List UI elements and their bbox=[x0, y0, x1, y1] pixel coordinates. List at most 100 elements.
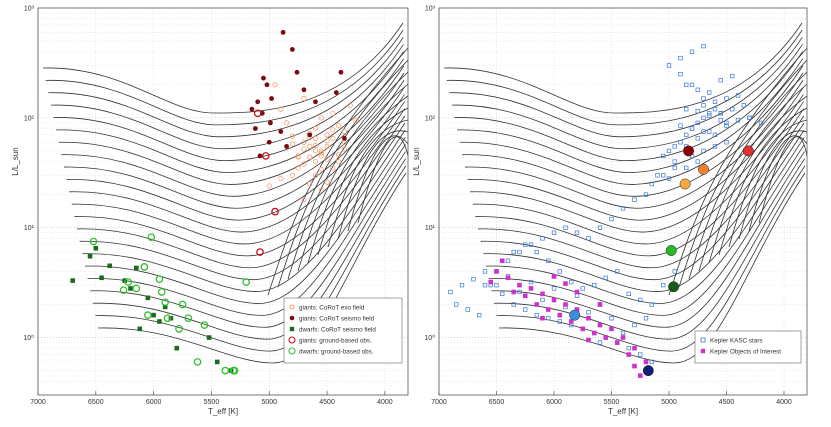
data-point bbox=[661, 173, 666, 178]
legend-label: Kepler KASC stars bbox=[710, 337, 763, 344]
data-point bbox=[124, 278, 133, 286]
y-tick-label: 10² bbox=[425, 115, 436, 122]
data-point bbox=[312, 148, 319, 154]
data-point bbox=[672, 269, 677, 274]
data-point bbox=[454, 302, 459, 307]
data-point bbox=[253, 109, 262, 118]
x-tick-label: 6000 bbox=[146, 399, 162, 406]
series-3 bbox=[70, 245, 234, 373]
data-point bbox=[132, 284, 141, 293]
data-point bbox=[162, 304, 168, 310]
y-axis-label: L/L_sun bbox=[412, 147, 421, 175]
data-point bbox=[580, 286, 585, 291]
track-line bbox=[327, 119, 408, 248]
data-point bbox=[684, 107, 689, 112]
data-point bbox=[735, 93, 741, 98]
data-point bbox=[684, 165, 689, 171]
data-point bbox=[523, 242, 528, 247]
track-line bbox=[42, 22, 404, 114]
y-tick-label: 10² bbox=[24, 115, 35, 122]
data-point bbox=[307, 143, 313, 149]
track-line bbox=[738, 130, 807, 240]
highlight-star bbox=[698, 163, 709, 175]
track-line bbox=[748, 135, 807, 232]
series-4 bbox=[253, 109, 279, 256]
data-point bbox=[301, 146, 307, 152]
track-line bbox=[475, 108, 805, 257]
data-point bbox=[678, 123, 683, 128]
x-tick-label: 7000 bbox=[30, 399, 46, 406]
chart-panel-1: 7000 6500 6000 5500 5000 4500 4000 10⁰ 10¹ 10² 10³… bbox=[11, 6, 409, 416]
track-line bbox=[496, 165, 806, 352]
data-point bbox=[540, 315, 545, 321]
data-point bbox=[499, 258, 505, 264]
x-tick-label: 4500 bbox=[719, 399, 735, 406]
data-point bbox=[701, 103, 706, 108]
track-line bbox=[483, 129, 805, 292]
data-point bbox=[592, 282, 597, 288]
data-point bbox=[465, 307, 470, 312]
data-point bbox=[318, 148, 324, 154]
data-point bbox=[333, 90, 339, 95]
data-point bbox=[295, 154, 301, 160]
x-tick-label: 4000 bbox=[776, 399, 792, 406]
data-point bbox=[312, 142, 319, 149]
data-point bbox=[163, 314, 172, 323]
data-point bbox=[707, 90, 712, 95]
data-point bbox=[301, 95, 307, 102]
data-point bbox=[294, 69, 300, 75]
data-point bbox=[649, 302, 654, 307]
series-1 bbox=[266, 82, 359, 203]
track-line bbox=[95, 165, 407, 352]
highlight-star bbox=[683, 145, 694, 157]
data-point bbox=[261, 75, 266, 81]
data-point bbox=[701, 129, 706, 134]
data-point bbox=[609, 316, 614, 321]
track-line bbox=[478, 115, 805, 269]
data-point bbox=[597, 322, 603, 328]
data-point bbox=[330, 135, 336, 142]
x-axis-label: T_eff [K] bbox=[608, 407, 638, 416]
data-point bbox=[741, 103, 746, 108]
data-point bbox=[614, 340, 620, 345]
legend-box bbox=[694, 330, 802, 364]
legend: Kepler KASC stars Kepler Objects of Inter… bbox=[694, 330, 802, 364]
data-point bbox=[695, 109, 700, 114]
data-point bbox=[684, 82, 689, 87]
track-line bbox=[347, 135, 408, 232]
track-line bbox=[493, 158, 806, 340]
data-point bbox=[301, 87, 307, 93]
legend-label: dwarfs: ground-based obs. bbox=[299, 348, 374, 355]
data-point bbox=[637, 373, 643, 378]
data-point bbox=[155, 275, 164, 284]
legend-label: dwarfs: CoRoT seismo field bbox=[299, 326, 376, 333]
data-point bbox=[221, 366, 230, 375]
y-tick-label: 10³ bbox=[24, 6, 35, 13]
data-point bbox=[724, 140, 729, 145]
data-point bbox=[312, 158, 319, 165]
data-point bbox=[695, 87, 700, 92]
legend-label: giants: CoRoT seismo field bbox=[299, 315, 375, 322]
data-point bbox=[336, 123, 342, 129]
data-point bbox=[718, 118, 723, 123]
x-tick-label: 6500 bbox=[489, 399, 505, 406]
data-point bbox=[747, 115, 752, 121]
data-point bbox=[597, 302, 603, 307]
legend-box bbox=[283, 297, 403, 364]
track-line bbox=[48, 37, 404, 138]
track-line bbox=[698, 83, 807, 272]
data-point bbox=[353, 117, 359, 123]
data-point bbox=[712, 99, 718, 104]
data-point bbox=[517, 282, 522, 288]
track-line bbox=[58, 65, 405, 185]
data-point bbox=[632, 345, 637, 351]
data-point bbox=[551, 297, 557, 303]
data-point bbox=[724, 123, 729, 128]
data-point bbox=[318, 166, 324, 172]
data-point bbox=[540, 297, 545, 303]
track-line bbox=[443, 22, 803, 114]
data-point bbox=[312, 135, 319, 142]
highlight-star bbox=[679, 178, 691, 190]
data-point bbox=[672, 159, 677, 164]
data-point bbox=[278, 129, 284, 134]
